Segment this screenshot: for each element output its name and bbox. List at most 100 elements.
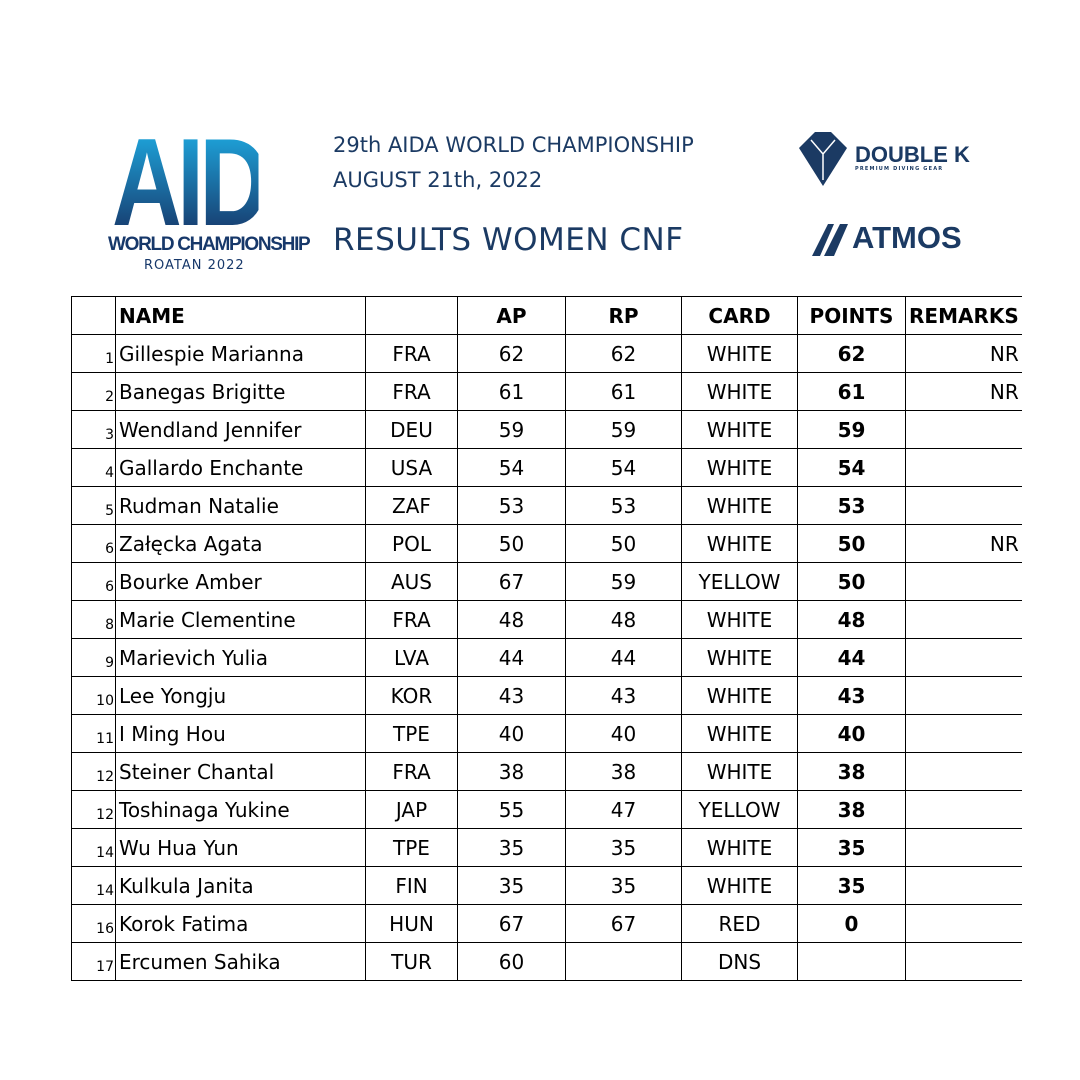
cell-rank: 14 bbox=[71, 866, 116, 905]
cell-rank: 14 bbox=[71, 828, 116, 867]
event-title: 29th AIDA WORLD CHAMPIONSHIP bbox=[333, 133, 694, 157]
cell-ap: 54 bbox=[457, 448, 566, 487]
cell-rank: 12 bbox=[71, 752, 116, 791]
cell-card: WHITE bbox=[681, 524, 798, 563]
cell-card: WHITE bbox=[681, 714, 798, 753]
cell-name: Lee Yongju bbox=[115, 676, 366, 715]
cell-country: FIN bbox=[365, 866, 458, 905]
cell-country: KOR bbox=[365, 676, 458, 715]
cell-rp: 48 bbox=[565, 600, 682, 639]
cell-country: LVA bbox=[365, 638, 458, 677]
cell-card: WHITE bbox=[681, 372, 798, 411]
cell-ap: 53 bbox=[457, 486, 566, 525]
cell-remarks bbox=[904, 486, 1022, 525]
cell-card: WHITE bbox=[681, 334, 798, 373]
cell-rp: 40 bbox=[565, 714, 682, 753]
table-row: 2 Banegas Brigitte FRA 61 61 WHITE 61 NR bbox=[71, 372, 1022, 411]
cell-points: 40 bbox=[797, 714, 906, 753]
cell-rp: 62 bbox=[565, 334, 682, 373]
cell-ap: 62 bbox=[457, 334, 566, 373]
atmos-slash-icon bbox=[812, 224, 848, 256]
logo-subtitle: WORLD CHAMPIONSHIP bbox=[108, 234, 311, 255]
cell-name: Ercumen Sahika bbox=[115, 942, 366, 981]
cell-rank: 6 bbox=[71, 524, 116, 563]
cell-remarks: NR bbox=[904, 524, 1022, 563]
cell-ap: 61 bbox=[457, 372, 566, 411]
cell-remarks bbox=[904, 638, 1022, 677]
table-row: 5 Rudman Natalie ZAF 53 53 WHITE 53 bbox=[71, 486, 1022, 525]
cell-card: WHITE bbox=[681, 600, 798, 639]
cell-country: USA bbox=[365, 448, 458, 487]
aida-logo-text: AIDA bbox=[112, 114, 334, 252]
table-row: 1 Gillespie Marianna FRA 62 62 WHITE 62 NR bbox=[71, 334, 1022, 373]
cell-rp: 44 bbox=[565, 638, 682, 677]
cell-rank: 4 bbox=[71, 448, 116, 487]
cell-rank: 17 bbox=[71, 942, 116, 981]
doublek-name: DOUBLE K bbox=[855, 142, 970, 167]
cell-ap: 50 bbox=[457, 524, 566, 563]
header-points: POINTS bbox=[797, 296, 906, 335]
cell-country: POL bbox=[365, 524, 458, 563]
cell-points: 0 bbox=[797, 904, 906, 943]
cell-rp: 47 bbox=[565, 790, 682, 829]
cell-card: DNS bbox=[681, 942, 798, 981]
cell-points: 62 bbox=[797, 334, 906, 373]
cell-rp: 35 bbox=[565, 866, 682, 905]
cell-country: ZAF bbox=[365, 486, 458, 525]
cell-rp: 53 bbox=[565, 486, 682, 525]
doublek-logo: DOUBLE K PREMIUM DIVING GEAR bbox=[797, 130, 987, 186]
cell-rp: 50 bbox=[565, 524, 682, 563]
cell-remarks: NR bbox=[904, 372, 1022, 411]
cell-country: DEU bbox=[365, 410, 458, 449]
cell-ap: 59 bbox=[457, 410, 566, 449]
cell-points: 54 bbox=[797, 448, 906, 487]
header-rank bbox=[71, 296, 116, 335]
cell-rank: 1 bbox=[71, 334, 116, 373]
cell-remarks bbox=[904, 676, 1022, 715]
cell-remarks bbox=[904, 942, 1022, 981]
header-name: NAME bbox=[115, 296, 366, 335]
cell-name: Steiner Chantal bbox=[115, 752, 366, 791]
header-country bbox=[365, 296, 458, 335]
cell-rp: 59 bbox=[565, 562, 682, 601]
cell-points: 61 bbox=[797, 372, 906, 411]
table-row: 16 Korok Fatima HUN 67 67 RED 0 bbox=[71, 904, 1022, 943]
cell-ap: 40 bbox=[457, 714, 566, 753]
cell-remarks: NR bbox=[904, 334, 1022, 373]
cell-card: WHITE bbox=[681, 828, 798, 867]
cell-rank: 3 bbox=[71, 410, 116, 449]
cell-remarks bbox=[904, 448, 1022, 487]
aida-logo: AIDA WORLD CHAMPIONSHIP ROATAN 2022 bbox=[108, 114, 334, 278]
cell-name: Rudman Natalie bbox=[115, 486, 366, 525]
cell-remarks bbox=[904, 714, 1022, 753]
header-remarks: REMARKS bbox=[904, 296, 1022, 335]
cell-ap: 67 bbox=[457, 562, 566, 601]
cell-rank: 5 bbox=[71, 486, 116, 525]
table-row: 14 Wu Hua Yun TPE 35 35 WHITE 35 bbox=[71, 828, 1022, 867]
cell-remarks bbox=[904, 752, 1022, 791]
cell-ap: 38 bbox=[457, 752, 566, 791]
cell-name: Kulkula Janita bbox=[115, 866, 366, 905]
table-row: 12 Toshinaga Yukine JAP 55 47 YELLOW 38 bbox=[71, 790, 1022, 829]
cell-name: I Ming Hou bbox=[115, 714, 366, 753]
cell-ap: 60 bbox=[457, 942, 566, 981]
cell-rank: 8 bbox=[71, 600, 116, 639]
cell-rp bbox=[565, 942, 682, 981]
cell-name: Banegas Brigitte bbox=[115, 372, 366, 411]
cell-points: 44 bbox=[797, 638, 906, 677]
results-table: NAME AP RP CARD POINTS REMARKS 1 Gillespi… bbox=[71, 296, 1022, 981]
cell-name: Gallardo Enchante bbox=[115, 448, 366, 487]
cell-points: 38 bbox=[797, 790, 906, 829]
cell-rp: 54 bbox=[565, 448, 682, 487]
cell-country: TPE bbox=[365, 828, 458, 867]
cell-card: WHITE bbox=[681, 448, 798, 487]
doublek-diamond-icon bbox=[799, 132, 847, 186]
cell-rank: 12 bbox=[71, 790, 116, 829]
cell-remarks bbox=[904, 866, 1022, 905]
cell-card: WHITE bbox=[681, 676, 798, 715]
table-row: 3 Wendland Jennifer DEU 59 59 WHITE 59 bbox=[71, 410, 1022, 449]
table-row: 4 Gallardo Enchante USA 54 54 WHITE 54 bbox=[71, 448, 1022, 487]
cell-name: Załęcka Agata bbox=[115, 524, 366, 563]
cell-remarks bbox=[904, 562, 1022, 601]
cell-name: Wendland Jennifer bbox=[115, 410, 366, 449]
